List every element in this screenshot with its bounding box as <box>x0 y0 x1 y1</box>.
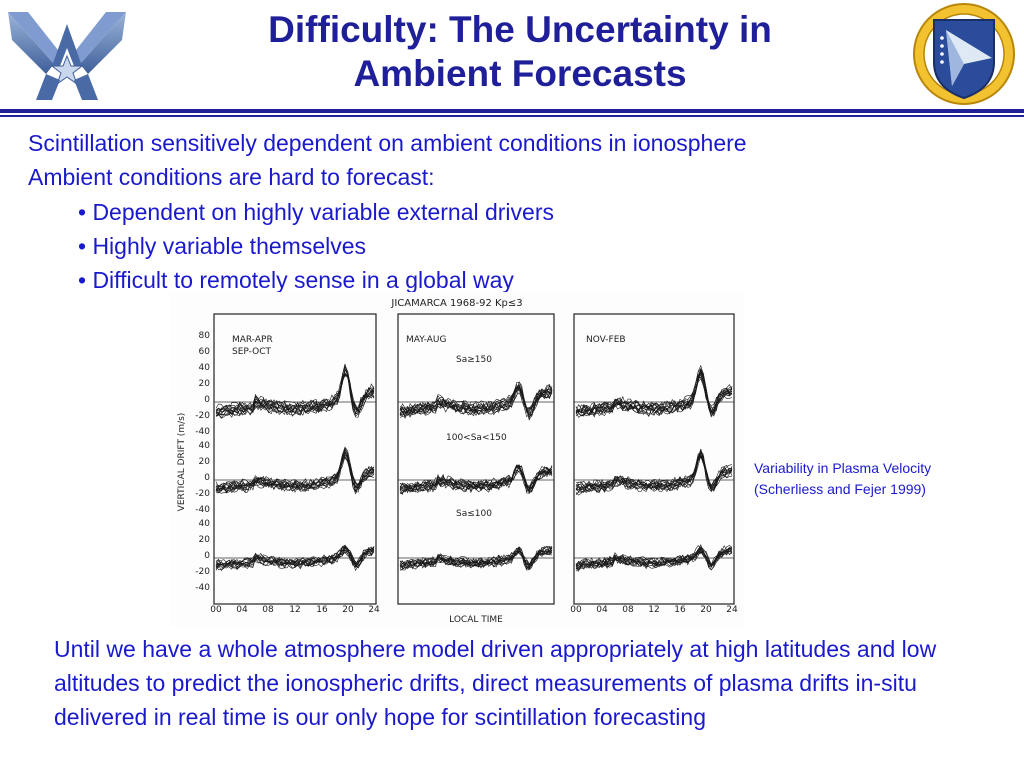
drift-curve <box>575 454 733 493</box>
y-tick-bot-minus40: -40 <box>195 583 210 593</box>
x-tick-p3-16: 16 <box>674 605 686 615</box>
plasma-drift-figure: JICAMARCA 1968-92 Kp≤3 VERTICAL DRIFT (m… <box>170 292 744 626</box>
drift-curve <box>575 368 733 413</box>
y-tick-bot-40: 40 <box>199 519 211 529</box>
x-tick-p3-08: 08 <box>622 605 634 615</box>
title-line-1: Difficulty: The Uncertainty in <box>268 9 772 50</box>
air-force-wings-logo-icon <box>6 4 128 104</box>
closing-paragraph: Until we have a whole atmosphere model d… <box>54 636 937 730</box>
x-tick-p1-00: 00 <box>210 605 222 615</box>
drift-curve <box>215 549 375 572</box>
drift-curve <box>215 457 375 494</box>
title-divider-thin <box>0 115 1024 117</box>
drift-curve <box>215 546 375 566</box>
drift-curve <box>575 452 733 489</box>
y-tick-top-40: 40 <box>199 363 211 373</box>
drift-curves <box>214 363 734 572</box>
drift-curve <box>215 455 375 495</box>
y-tick-top-minus40: -40 <box>195 427 210 437</box>
title-divider <box>0 109 1024 113</box>
drift-curve <box>215 446 375 488</box>
figure-caption: Variability in Plasma Velocity (Scherlie… <box>754 458 931 500</box>
bullet-item-2: • Highly variable themselves <box>78 233 367 259</box>
drift-curve <box>575 544 733 567</box>
drift-curve <box>399 381 553 413</box>
x-tick-p3-00: 00 <box>570 605 582 615</box>
bullet-item-3: • Difficult to remotely sense in a globa… <box>78 267 514 293</box>
drift-curve <box>215 363 375 412</box>
figure-ylabel: VERTICAL DRIFT (m/s) <box>177 413 187 512</box>
x-tick-p1-04: 04 <box>236 605 248 615</box>
y-tick-mid-20: 20 <box>199 457 211 467</box>
flux-label-medium: 100<Sa<150 <box>446 433 507 443</box>
caption-line-1: Variability in Plasma Velocity <box>754 460 932 476</box>
y-tick-bot-20: 20 <box>199 535 211 545</box>
drift-curve <box>575 548 733 569</box>
panel-label-nov-feb: NOV-FEB <box>586 335 626 345</box>
x-tick-p3-20: 20 <box>700 605 712 615</box>
x-tick-p1-20: 20 <box>342 605 354 615</box>
drift-curve <box>399 384 553 412</box>
y-tick-top-0: 0 <box>204 395 210 405</box>
drift-curve <box>215 448 375 489</box>
caption-line-2: (Scherliess and Fejer 1999) <box>754 481 926 497</box>
body-line-2: Ambient conditions are hard to forecast: <box>28 164 435 190</box>
y-tick-top-minus20: -20 <box>195 411 210 421</box>
y-tick-bot-0: 0 <box>204 551 210 561</box>
drift-curve <box>215 369 375 412</box>
drift-curve <box>399 464 553 494</box>
drift-curve <box>575 364 733 413</box>
body-line-1: Scintillation sensitively dependent on a… <box>28 130 747 156</box>
y-tick-top-20: 20 <box>199 379 211 389</box>
drift-curve <box>399 386 553 414</box>
slide-title: Difficulty: The Uncertainty in Ambient F… <box>140 8 900 96</box>
drift-curve <box>575 546 733 566</box>
panel-label-may-aug: MAY-AUG <box>406 335 446 345</box>
y-tick-bot-minus20: -20 <box>195 567 210 577</box>
drift-curve <box>575 378 733 418</box>
x-tick-p1-12: 12 <box>289 605 300 615</box>
y-tick-top-80: 80 <box>199 331 211 341</box>
drift-curve <box>399 545 553 565</box>
panel-label-mar-apr: MAR-APR <box>232 335 273 345</box>
x-tick-p1-08: 08 <box>262 605 274 615</box>
title-line-2: Ambient Forecasts <box>353 53 687 94</box>
drift-curve <box>399 386 553 416</box>
flux-label-high: Sa≥150 <box>456 355 492 365</box>
x-tick-p1-24: 24 <box>368 605 380 615</box>
y-tick-mid-40: 40 <box>199 441 211 451</box>
flux-label-low: Sa≤100 <box>456 509 492 519</box>
x-tick-p3-12: 12 <box>648 605 659 615</box>
x-tick-p3-04: 04 <box>596 605 608 615</box>
y-tick-mid-minus40: -40 <box>195 505 210 515</box>
panel-frame-summer <box>397 313 555 605</box>
drift-curve <box>399 546 553 567</box>
y-tick-top-60: 60 <box>199 347 211 357</box>
y-tick-mid-0: 0 <box>204 473 210 483</box>
panel-label-sep-oct: SEP-OCT <box>232 347 271 357</box>
bullet-item-1: • Dependent on highly variable external … <box>78 199 554 225</box>
figure-xlabel: LOCAL TIME <box>449 615 503 625</box>
y-tick-mid-minus20: -20 <box>195 489 210 499</box>
x-tick-p1-16: 16 <box>316 605 328 615</box>
drift-curve <box>399 465 553 490</box>
panel-frame-winter <box>573 313 735 605</box>
panel-frame-equinox <box>213 313 377 605</box>
afrl-shield-emblem-icon <box>912 2 1016 106</box>
figure-header: JICAMARCA 1968-92 Kp≤3 <box>390 298 522 309</box>
x-tick-p3-24: 24 <box>726 605 738 615</box>
drift-curve <box>575 452 733 488</box>
